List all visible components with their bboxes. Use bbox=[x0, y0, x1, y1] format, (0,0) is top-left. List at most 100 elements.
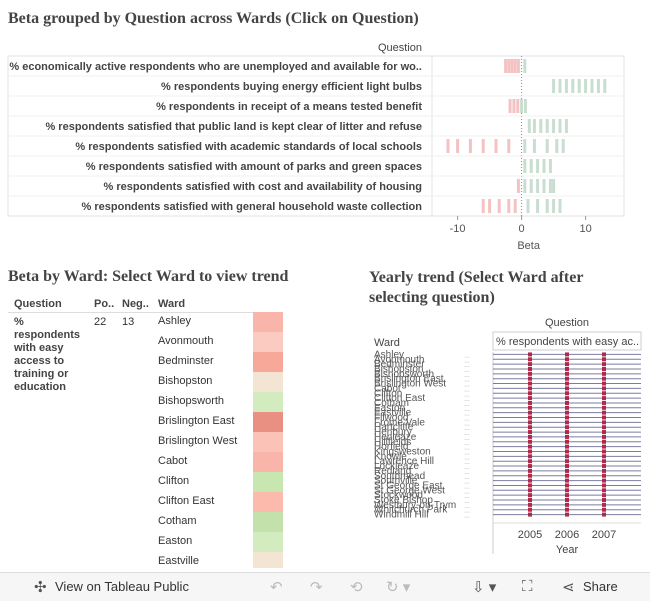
trend-point[interactable] bbox=[602, 381, 606, 386]
beta-mark[interactable] bbox=[545, 119, 549, 133]
beta-mark[interactable] bbox=[548, 159, 552, 173]
trend-point[interactable] bbox=[602, 454, 606, 459]
ward-row[interactable]: Bishopsworth bbox=[158, 392, 283, 412]
ward-label[interactable]: Brislington East bbox=[158, 415, 235, 427]
trend-point[interactable] bbox=[565, 483, 569, 488]
trend-point[interactable] bbox=[602, 386, 606, 391]
beta-mark[interactable] bbox=[552, 79, 556, 93]
trend-point[interactable] bbox=[565, 405, 569, 410]
beta-mark[interactable] bbox=[510, 59, 514, 73]
trend-point[interactable] bbox=[602, 488, 606, 493]
beta-mark[interactable] bbox=[536, 179, 540, 193]
trend-point[interactable] bbox=[602, 478, 606, 483]
trend-point[interactable] bbox=[565, 468, 569, 473]
trend-ward-label[interactable]: Ashley bbox=[374, 349, 404, 360]
ward-label[interactable]: Cotham bbox=[158, 515, 197, 527]
trend-ward-label[interactable]: Whitchurch Park bbox=[374, 505, 448, 516]
trend-point[interactable] bbox=[602, 430, 606, 435]
trend-point[interactable] bbox=[602, 366, 606, 371]
ward-row[interactable]: Eastville bbox=[158, 552, 283, 568]
beta-mark[interactable] bbox=[513, 199, 517, 213]
trend-point[interactable] bbox=[602, 468, 606, 473]
trend-point[interactable] bbox=[602, 410, 606, 415]
trend-point[interactable] bbox=[602, 498, 606, 503]
ward-beta-cell[interactable] bbox=[253, 452, 283, 472]
trend-point[interactable] bbox=[528, 493, 532, 498]
ward-beta-cell[interactable] bbox=[253, 392, 283, 412]
trend-point[interactable] bbox=[528, 468, 532, 473]
ward-label[interactable]: Cabot bbox=[158, 455, 188, 467]
trend-point[interactable] bbox=[528, 449, 532, 454]
question-label[interactable]: % respondents satisfied that public land… bbox=[45, 121, 422, 133]
trend-point[interactable] bbox=[602, 439, 606, 444]
question-label[interactable]: % respondents satisfied with amount of p… bbox=[86, 161, 422, 173]
beta-mark[interactable] bbox=[558, 119, 562, 133]
trend-ward-label[interactable]: Henleaze bbox=[374, 432, 417, 443]
trend-point[interactable] bbox=[528, 425, 532, 430]
trend-point[interactable] bbox=[528, 498, 532, 503]
ward-beta-cell[interactable] bbox=[253, 372, 283, 392]
trend-point[interactable] bbox=[528, 430, 532, 435]
trend-ward-label[interactable]: Clifton East bbox=[374, 393, 425, 404]
trend-ward-label[interactable]: Hillfields bbox=[374, 437, 411, 448]
ward-label[interactable]: Bedminster bbox=[158, 355, 214, 367]
trend-ward-label[interactable]: Lawrence Hill bbox=[374, 456, 434, 467]
yearly-trend-chart[interactable]: Question Ward % respondents with easy ac..… bbox=[369, 312, 649, 567]
beta-mark[interactable] bbox=[584, 79, 588, 93]
trend-point[interactable] bbox=[602, 371, 606, 376]
trend-point[interactable] bbox=[565, 430, 569, 435]
trend-point[interactable] bbox=[602, 352, 606, 357]
beta-mark[interactable] bbox=[542, 179, 546, 193]
trend-point[interactable] bbox=[565, 449, 569, 454]
trend-point[interactable] bbox=[602, 357, 606, 362]
trend-point[interactable] bbox=[528, 454, 532, 459]
beta-mark[interactable] bbox=[523, 159, 527, 173]
trend-point[interactable] bbox=[602, 493, 606, 498]
download-icon[interactable]: ⇩ ▾ bbox=[472, 579, 497, 596]
beta-mark[interactable] bbox=[507, 59, 511, 73]
beta-mark[interactable] bbox=[520, 99, 524, 113]
beta-mark[interactable] bbox=[532, 119, 536, 133]
beta-mark[interactable] bbox=[555, 139, 559, 153]
ward-label[interactable]: Brislington West bbox=[158, 435, 238, 447]
beta-mark[interactable] bbox=[513, 59, 517, 73]
beta-mark[interactable] bbox=[542, 159, 546, 173]
trend-ward-label[interactable]: Bishopston bbox=[374, 364, 423, 375]
trend-point[interactable] bbox=[528, 464, 532, 469]
trend-point[interactable] bbox=[528, 396, 532, 401]
trend-point[interactable] bbox=[528, 473, 532, 478]
trend-ward-label[interactable]: Stoke Bishop bbox=[374, 495, 433, 506]
trend-point[interactable] bbox=[602, 420, 606, 425]
beta-mark[interactable] bbox=[523, 99, 527, 113]
beta-mark[interactable] bbox=[545, 199, 549, 213]
ward-label[interactable]: Ashley bbox=[158, 315, 192, 327]
beta-by-question-chart[interactable]: Question % economically active respondent… bbox=[0, 36, 650, 256]
beta-mark[interactable] bbox=[507, 139, 511, 153]
trend-point[interactable] bbox=[565, 352, 569, 357]
trend-point[interactable] bbox=[565, 410, 569, 415]
beta-mark[interactable] bbox=[564, 79, 568, 93]
trend-point[interactable] bbox=[602, 512, 606, 517]
trend-ward-label[interactable]: Lockleaze bbox=[374, 461, 419, 472]
beta-mark[interactable] bbox=[603, 79, 607, 93]
beta-mark[interactable] bbox=[529, 179, 533, 193]
ward-label[interactable]: Bishopsworth bbox=[158, 395, 225, 407]
trend-point[interactable] bbox=[565, 357, 569, 362]
beta-mark[interactable] bbox=[512, 99, 516, 113]
trend-point[interactable] bbox=[602, 376, 606, 381]
trend-point[interactable] bbox=[565, 400, 569, 405]
trend-point[interactable] bbox=[528, 391, 532, 396]
trend-point[interactable] bbox=[565, 502, 569, 507]
trend-ward-label[interactable]: Eastville bbox=[374, 408, 412, 419]
trend-ward-label[interactable]: St George West bbox=[374, 485, 445, 496]
trend-point[interactable] bbox=[528, 376, 532, 381]
revert-icon[interactable]: ⟲ bbox=[350, 579, 363, 596]
trend-point[interactable] bbox=[602, 507, 606, 512]
trend-ward-label[interactable]: Windmill Hill bbox=[374, 510, 428, 521]
beta-mark[interactable] bbox=[558, 199, 562, 213]
trend-ward-label[interactable]: St George East bbox=[374, 480, 443, 491]
ward-label[interactable]: Easton bbox=[158, 535, 193, 547]
beta-mark[interactable] bbox=[446, 139, 450, 153]
trend-point[interactable] bbox=[565, 478, 569, 483]
trend-point[interactable] bbox=[528, 483, 532, 488]
